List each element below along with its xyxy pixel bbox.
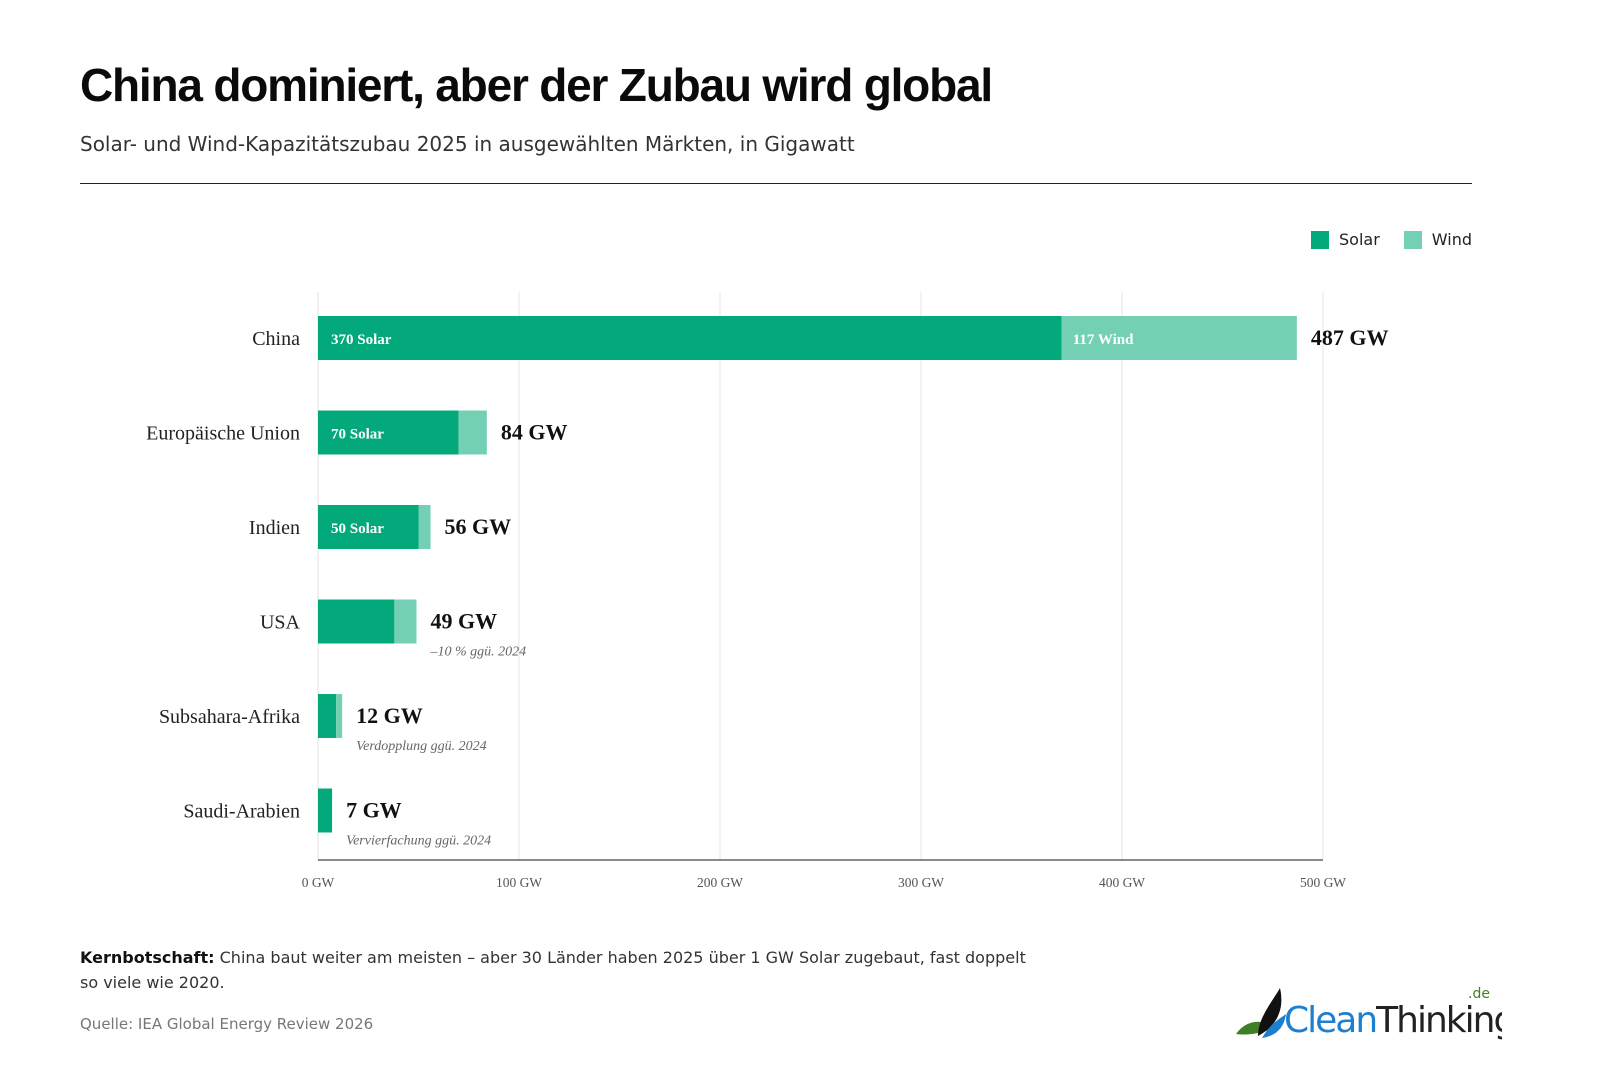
x-tick-label: 500 GW xyxy=(1300,875,1346,890)
title-divider xyxy=(80,183,1472,184)
legend-item-wind: Wind xyxy=(1403,230,1472,249)
category-label: Subsahara-Afrika xyxy=(159,706,300,728)
total-label: 487 GW xyxy=(1311,325,1389,350)
bar-annotation: Verdopplung ggü. 2024 xyxy=(356,739,487,754)
category-label: Saudi-Arabien xyxy=(183,801,300,823)
bar-label-solar: 50 Solar xyxy=(331,521,384,537)
category-label: Europäische Union xyxy=(146,423,300,445)
source-note: Quelle: IEA Global Energy Review 2026 xyxy=(80,1015,374,1033)
bar-annotation: Vervierfachung ggü. 2024 xyxy=(346,834,491,849)
category-label: Indien xyxy=(249,517,300,539)
total-label: 84 GW xyxy=(501,420,568,445)
bar-wind xyxy=(394,599,417,644)
bar-solar xyxy=(318,505,419,549)
legend-label-wind: Wind xyxy=(1431,230,1472,249)
bar-solar xyxy=(318,316,1062,360)
total-label: 56 GW xyxy=(445,514,512,539)
legend-swatch-wind xyxy=(1403,230,1422,249)
bar-wind xyxy=(1061,316,1297,360)
x-tick-label: 300 GW xyxy=(898,875,944,890)
legend-swatch-solar xyxy=(1311,230,1329,249)
bar-label-wind: 117 Wind xyxy=(1073,332,1134,348)
legend-item-solar: Solar xyxy=(1311,230,1380,249)
bar-label-solar: 370 Solar xyxy=(331,332,392,348)
total-label: 49 GW xyxy=(430,609,497,634)
legend: Solar Wind xyxy=(1311,230,1472,249)
bar-solar xyxy=(318,410,459,455)
bar-wind xyxy=(336,694,343,738)
svg-text:CleanThinking: CleanThinking xyxy=(1284,1000,1502,1041)
bar-solar xyxy=(318,599,395,644)
takeaway-text: China baut weiter am meisten – aber 30 L… xyxy=(80,948,1026,992)
category-label: USA xyxy=(260,612,301,634)
svg-text:.de: .de xyxy=(1468,986,1490,1002)
bar-wind xyxy=(458,410,487,455)
x-tick-label: 400 GW xyxy=(1099,875,1145,890)
category-label: China xyxy=(252,328,300,350)
total-label: 12 GW xyxy=(356,703,423,728)
legend-label-solar: Solar xyxy=(1339,230,1380,249)
x-tick-label: 200 GW xyxy=(697,875,743,890)
bar-solar xyxy=(318,788,333,833)
bar-annotation: –10 % ggü. 2024 xyxy=(429,645,526,660)
bar-wind xyxy=(418,505,431,549)
chart-subtitle: Solar- und Wind-Kapazitätszubau 2025 in … xyxy=(80,132,855,156)
takeaway: Kernbotschaft: China baut weiter am meis… xyxy=(80,945,1040,995)
bar-solar xyxy=(318,694,337,738)
cleanthinking-logo: CleanThinking .de xyxy=(1236,986,1502,1041)
chart-title: China dominiert, aber der Zubau wird glo… xyxy=(80,59,993,111)
takeaway-label: Kernbotschaft: xyxy=(80,948,215,967)
total-label: 7 GW xyxy=(346,798,402,823)
bar-label-solar: 70 Solar xyxy=(331,427,384,443)
x-tick-label: 0 GW xyxy=(302,875,335,890)
x-tick-label: 100 GW xyxy=(496,875,542,890)
bar-chart: 0 GW 100 GW 200 GW 300 GW 400 GW 500 GW China 3… xyxy=(146,292,1389,890)
